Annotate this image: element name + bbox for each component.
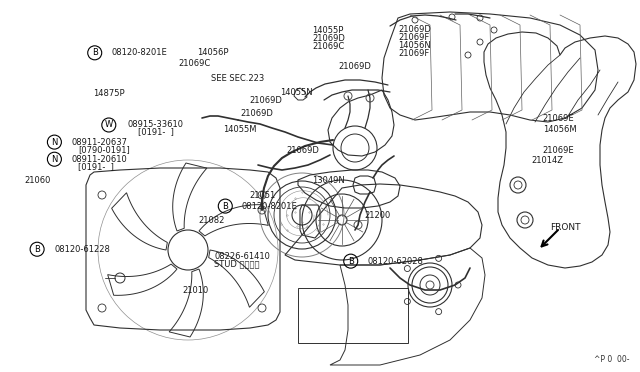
Text: 14056M: 14056M — [543, 125, 577, 134]
Text: 21060: 21060 — [24, 176, 51, 185]
Text: W: W — [105, 121, 113, 129]
Text: [0191-  ]: [0191- ] — [138, 128, 173, 137]
Text: 08120-62028: 08120-62028 — [368, 257, 424, 266]
Text: 14056N: 14056N — [398, 41, 431, 50]
Text: 14056P: 14056P — [197, 48, 228, 57]
Text: STUD スタッド: STUD スタッド — [214, 260, 260, 269]
Text: 21069F: 21069F — [398, 49, 429, 58]
Text: 21069D: 21069D — [398, 25, 431, 34]
Text: 14875P: 14875P — [93, 89, 124, 98]
Text: 21069D: 21069D — [240, 109, 273, 118]
Text: ^P 0  00-: ^P 0 00- — [595, 355, 630, 364]
Text: 21069D: 21069D — [250, 96, 282, 105]
Text: FRONT: FRONT — [550, 223, 581, 232]
Text: 21014Z: 21014Z — [531, 156, 563, 165]
Text: 14055M: 14055M — [223, 125, 256, 134]
Text: 21051: 21051 — [250, 191, 276, 200]
Text: 14055N: 14055N — [280, 88, 313, 97]
Text: 08120-61228: 08120-61228 — [54, 245, 110, 254]
Text: 14055P: 14055P — [312, 26, 344, 35]
Text: 21069E: 21069E — [543, 114, 574, 123]
Text: [0191-  ]: [0191- ] — [78, 162, 114, 171]
Text: 13049N: 13049N — [312, 176, 345, 185]
Text: B: B — [222, 202, 228, 211]
Text: 21069D: 21069D — [338, 62, 371, 71]
Text: 08915-33610: 08915-33610 — [128, 121, 184, 129]
Text: 21010: 21010 — [182, 286, 209, 295]
Text: 21069E: 21069E — [543, 146, 574, 155]
Text: 08120-8201E: 08120-8201E — [242, 202, 298, 211]
Text: 08911-20637: 08911-20637 — [72, 138, 128, 147]
Text: SEE SEC.223: SEE SEC.223 — [211, 74, 264, 83]
Text: 21069D: 21069D — [287, 146, 319, 155]
Text: 21069F: 21069F — [398, 33, 429, 42]
Text: [0790-0191]: [0790-0191] — [78, 145, 130, 154]
Text: B: B — [34, 245, 40, 254]
Text: 21200: 21200 — [365, 211, 391, 220]
Text: 21069D: 21069D — [312, 34, 345, 43]
Text: B: B — [348, 257, 354, 266]
Text: 21069C: 21069C — [178, 59, 210, 68]
Text: 21082: 21082 — [198, 216, 225, 225]
Text: N: N — [51, 138, 58, 147]
Text: B: B — [92, 48, 98, 57]
Text: N: N — [51, 155, 58, 164]
Text: 08911-20610: 08911-20610 — [72, 155, 127, 164]
Text: 08120-8201E: 08120-8201E — [112, 48, 168, 57]
Text: 21069C: 21069C — [312, 42, 344, 51]
Text: 08226-61410: 08226-61410 — [214, 252, 270, 261]
